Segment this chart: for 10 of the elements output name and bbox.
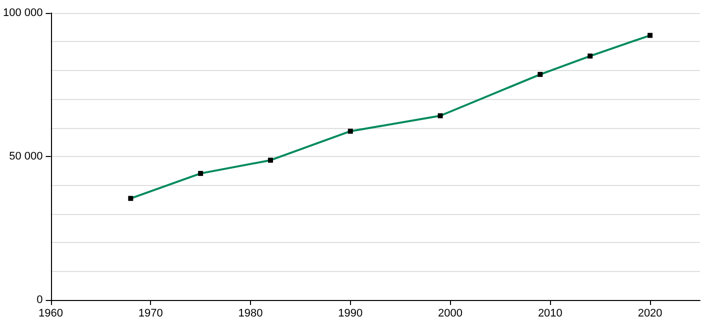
x-tick-label: 2020 (638, 308, 662, 320)
x-tick-label: 1980 (238, 308, 263, 320)
y-tick-label: 50 000 (9, 150, 43, 162)
x-tick-label: 1970 (138, 308, 163, 320)
y-tick-label: 0 (36, 294, 43, 306)
x-tick-label: 1990 (338, 308, 363, 320)
x-tick-label: 2000 (438, 308, 463, 320)
x-tick-label: 1960 (38, 308, 64, 320)
y-tick-label: 100 000 (2, 7, 43, 19)
x-tick-label: 2010 (538, 308, 562, 320)
